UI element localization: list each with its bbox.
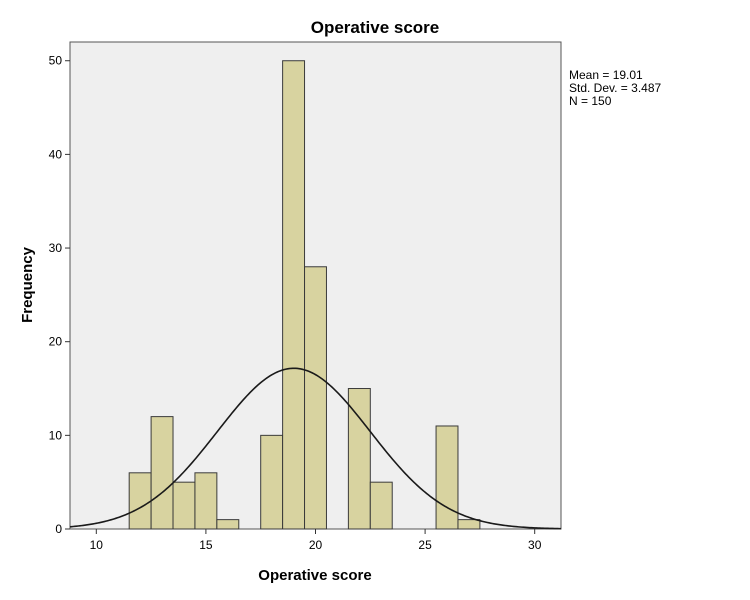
y-axis-label: Frequency [19,246,36,323]
x-axis: 10 15 20 25 30 [90,529,542,552]
histogram-bar-7 [282,60,306,530]
stats-std-dev: Std. Dev. = 3.487 [569,81,661,95]
histogram-bar-14 [435,425,459,530]
x-tick-label-0: 10 [90,538,104,552]
chart-title: Operative score [311,18,440,37]
y-tick-label-0: 0 [55,522,62,536]
histogram-bar-15 [457,519,481,530]
y-tick-label-3: 30 [49,241,63,255]
histogram-bar-1 [150,416,174,530]
bars-group [128,60,481,530]
x-tick-label-1: 15 [199,538,213,552]
x-tick-label-4: 30 [528,538,542,552]
normal-curve [69,367,562,530]
histogram-bar-3 [194,472,218,530]
histogram-bar-11 [369,481,393,530]
stats-box: Mean = 19.01 Std. Dev. = 3.487 N = 150 [569,68,661,108]
histogram-bar-0 [128,472,152,530]
y-tick-label-4: 40 [49,147,63,161]
x-tick-label-3: 25 [418,538,432,552]
histogram-bar-8 [304,266,327,530]
histogram-bar-4 [216,519,240,530]
y-axis: 0 10 20 30 40 50 [49,54,70,536]
stats-mean: Mean = 19.01 [569,68,643,82]
x-tick-label-2: 20 [309,538,323,552]
histogram-bar-2 [172,481,196,530]
y-tick-label-5: 50 [49,54,63,68]
stats-n: N = 150 [569,94,612,108]
y-tick-label-1: 10 [49,428,63,442]
x-axis-label: Operative score [258,567,371,584]
y-tick-label-2: 20 [49,335,63,349]
histogram-bar-10 [347,388,371,530]
histogram-bar-6 [260,434,284,530]
